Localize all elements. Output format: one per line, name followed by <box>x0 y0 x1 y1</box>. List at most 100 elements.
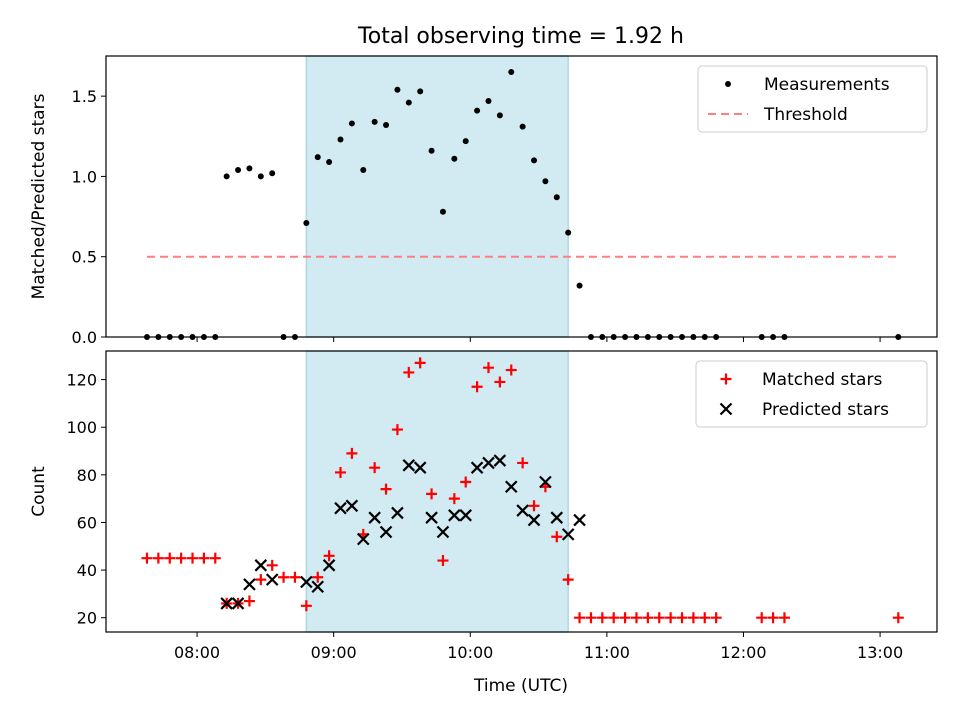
data-point <box>257 173 264 180</box>
data-point <box>699 612 711 624</box>
data-point <box>414 357 426 369</box>
data-point <box>198 552 210 564</box>
data-point <box>653 612 665 624</box>
data-point <box>630 612 642 624</box>
x-tick-label: 11:00 <box>584 643 630 662</box>
x-tick-label: 08:00 <box>174 643 220 662</box>
data-point <box>665 612 677 624</box>
data-point <box>243 595 255 607</box>
data-point <box>516 504 529 517</box>
data-point <box>482 456 495 470</box>
data-point <box>519 123 526 130</box>
x-tick-label: 12:00 <box>720 643 766 662</box>
axes-frame <box>105 350 938 633</box>
data-point <box>356 532 370 546</box>
x-axis-label: Time (UTC) <box>473 676 568 696</box>
data-point <box>314 154 321 161</box>
data-point <box>539 475 552 489</box>
data-point <box>462 138 469 145</box>
data-point <box>576 282 583 289</box>
y-tick-label: 80 <box>77 466 97 485</box>
data-point <box>562 574 574 586</box>
data-point <box>394 86 401 93</box>
data-point <box>676 612 688 624</box>
data-point <box>425 511 438 524</box>
data-point <box>209 552 221 564</box>
data-point <box>471 381 483 393</box>
data-point <box>254 559 268 572</box>
data-point <box>596 612 608 624</box>
data-point <box>323 550 335 562</box>
data-point <box>348 120 355 127</box>
axes-frame <box>105 55 938 338</box>
x-tick-label: 13:00 <box>857 643 903 662</box>
data-point <box>311 580 325 594</box>
data-point <box>531 157 538 164</box>
data-point <box>619 612 631 624</box>
data-point <box>505 364 517 376</box>
data-point <box>426 488 438 500</box>
data-point <box>428 147 435 154</box>
data-point <box>528 500 540 512</box>
legend: Matched stars Predicted stars <box>695 360 928 428</box>
data-point <box>278 571 290 583</box>
data-point <box>255 574 267 586</box>
data-point <box>312 571 324 583</box>
data-point <box>403 366 415 378</box>
data-point <box>608 612 620 624</box>
legend-label: Predicted stars <box>762 400 889 420</box>
data-point <box>231 597 245 610</box>
data-point <box>368 511 381 524</box>
data-point <box>417 88 424 95</box>
data-point <box>474 107 481 114</box>
y-axis-label: Count <box>29 466 49 517</box>
data-point <box>553 194 560 201</box>
data-point <box>574 612 586 624</box>
data-point <box>141 552 153 564</box>
data-point <box>687 612 699 624</box>
data-point <box>508 69 515 76</box>
data-point <box>360 167 367 174</box>
data-point <box>642 612 654 624</box>
series-predicted-stars <box>220 454 586 610</box>
data-point <box>380 483 392 495</box>
legend-box <box>695 360 928 428</box>
data-point <box>756 612 768 624</box>
legend-label: Threshold <box>763 105 848 125</box>
data-point <box>892 612 904 624</box>
data-point <box>322 559 336 572</box>
y-tick-label: 0.0 <box>72 328 97 347</box>
x-tick-label: 09:00 <box>311 643 357 662</box>
data-point <box>337 136 344 143</box>
data-point <box>164 552 176 564</box>
legend-marker <box>720 373 732 385</box>
legend-label: Matched stars <box>762 370 882 390</box>
y-tick-label: 20 <box>77 609 97 628</box>
data-point <box>561 528 575 541</box>
data-point <box>152 552 164 564</box>
data-point <box>379 525 393 539</box>
data-point <box>460 476 472 488</box>
data-point <box>551 531 563 543</box>
y-tick-label: 1.5 <box>72 87 97 106</box>
data-point <box>371 118 378 125</box>
data-point <box>235 167 242 174</box>
data-point <box>265 573 279 586</box>
bottom-panel: 20 40 60 80 100 120 08:00 09:00 10:00 11:00 12:00 1… <box>29 350 938 662</box>
data-point <box>451 155 458 162</box>
chart-title: Total observing time = 1.92 h <box>357 24 684 49</box>
data-point <box>243 578 256 591</box>
data-point <box>437 555 449 567</box>
data-point <box>220 597 233 610</box>
data-point <box>369 462 381 474</box>
data-point <box>391 424 403 436</box>
data-point <box>504 480 518 494</box>
data-point <box>550 511 564 524</box>
x-tick-label: 10:00 <box>447 643 493 662</box>
y-axis-label: Matched/Predicted stars <box>29 93 49 299</box>
data-point <box>448 509 461 522</box>
data-point <box>300 575 313 589</box>
data-point <box>517 457 529 469</box>
y-tick-label: 60 <box>77 513 97 532</box>
